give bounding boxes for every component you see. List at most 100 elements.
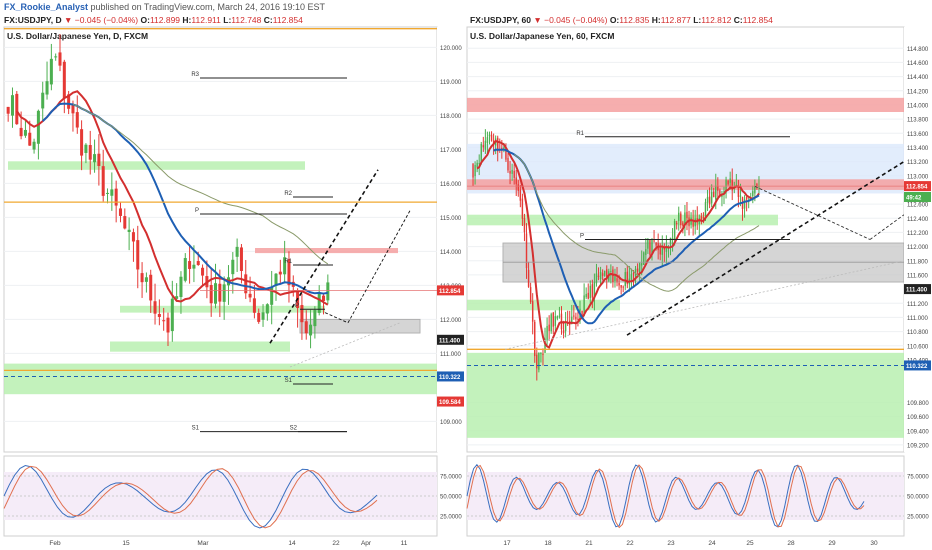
candle-body xyxy=(480,143,482,163)
candle-body xyxy=(326,282,330,301)
price-label: 111.400 xyxy=(906,288,928,294)
zone-red xyxy=(467,97,904,112)
author-link[interactable]: FX_Rookie_Analyst xyxy=(4,2,89,12)
candle-body xyxy=(80,129,84,156)
pivot-label: P xyxy=(295,303,299,309)
candle-body xyxy=(287,259,291,286)
y-tick-label: 109.600 xyxy=(907,415,929,421)
candle-body xyxy=(517,184,520,191)
candle-body xyxy=(93,154,97,163)
x-tick-label: 23 xyxy=(667,540,675,547)
candle-body xyxy=(616,278,618,282)
y-tick-label: 112.000 xyxy=(907,245,929,251)
candle-body xyxy=(218,283,222,302)
y-tick-label: 113.600 xyxy=(907,132,929,138)
candle-body xyxy=(536,354,538,369)
candle-body xyxy=(638,263,641,273)
candle-body xyxy=(511,169,513,174)
y-tick-label: 112.600 xyxy=(907,203,929,209)
candle-body xyxy=(587,292,589,299)
candle-body xyxy=(144,277,148,282)
x-tick-label: 14 xyxy=(288,540,296,547)
candle-body xyxy=(710,192,713,204)
candle-body xyxy=(643,252,645,265)
candle-body xyxy=(118,208,122,216)
y-tick-label: 113.400 xyxy=(907,146,929,152)
candle-body xyxy=(754,186,756,194)
candle-body xyxy=(484,140,487,150)
left-l-label: L: xyxy=(223,15,232,25)
candle-body xyxy=(32,141,36,150)
publish-header: FX_Rookie_Analyst published on TradingVi… xyxy=(4,2,325,12)
osc-tick-label: 50.0000 xyxy=(907,495,929,501)
candle-body xyxy=(756,184,758,187)
candle-body xyxy=(192,264,196,269)
candle-body xyxy=(540,353,542,355)
left-symbol-header: FX:USDJPY, D ▼ −0.045 (−0.04%) O:112.899… xyxy=(4,15,303,25)
x-tick-label: 28 xyxy=(787,540,795,547)
right-hourly-chart[interactable]: U.S. Dollar/Japanese Yen, 60, FXCM R1 P 114… xyxy=(466,26,931,547)
candle-body xyxy=(110,189,114,196)
left-change: ▼ −0.045 (−0.04%) xyxy=(64,15,139,25)
candle-body xyxy=(655,242,657,246)
zone-red xyxy=(467,179,904,190)
candle-body xyxy=(28,132,32,146)
left-symbol: FX:USDJPY, D xyxy=(4,15,62,25)
candle-body xyxy=(597,275,600,277)
candle-body xyxy=(478,162,480,164)
candle-body xyxy=(36,110,40,144)
candle-body xyxy=(624,272,626,287)
candle-body xyxy=(622,286,624,288)
pivot-label: S1 xyxy=(285,378,293,384)
candle-body xyxy=(482,145,485,148)
candle-body xyxy=(669,237,672,244)
candle-body xyxy=(636,268,639,272)
y-tick-label: 112.000 xyxy=(440,318,462,324)
left-daily-chart[interactable]: U.S. Dollar/Japanese Yen, D, FXCM R3 R2 P R1… xyxy=(3,26,464,547)
candle-body xyxy=(653,240,655,242)
candle-body xyxy=(663,248,666,250)
x-tick-label: 30 xyxy=(870,540,878,547)
candle-body xyxy=(486,137,489,143)
candle-body xyxy=(507,157,509,171)
candle-body xyxy=(645,249,647,255)
candle-body xyxy=(606,269,608,280)
candle-body xyxy=(488,134,491,137)
osc-tick-label: 75.0000 xyxy=(907,475,929,481)
x-tick-label: 17 xyxy=(503,540,511,547)
candle-body xyxy=(235,246,239,257)
candle-body xyxy=(573,315,575,317)
projection-line xyxy=(324,312,349,324)
moving-average-olive xyxy=(513,154,760,292)
y-tick-label: 109.000 xyxy=(440,420,462,426)
right-l: 112.812 xyxy=(701,15,732,25)
candle-body xyxy=(752,191,754,197)
price-label-bg xyxy=(904,360,931,371)
y-tick-label: 114.800 xyxy=(907,47,929,53)
y-tick-label: 113.800 xyxy=(907,118,929,124)
price-label-bg xyxy=(904,181,931,192)
candle-body xyxy=(758,186,760,188)
y-tick-label: 119.000 xyxy=(440,80,462,86)
moving-average-olive xyxy=(72,104,329,265)
stoch-d-line xyxy=(466,464,865,529)
y-tick-label: 117.000 xyxy=(440,148,462,154)
candle-body xyxy=(201,267,205,276)
candle-body xyxy=(601,273,604,276)
candle-body xyxy=(640,263,643,266)
candle-body xyxy=(162,320,166,322)
y-tick-label: 111.600 xyxy=(907,273,928,279)
zone-gray xyxy=(299,318,421,334)
x-tick-label: 21 xyxy=(585,540,593,547)
candle-body xyxy=(556,316,559,319)
moving-average-blue xyxy=(493,148,760,325)
candle-body xyxy=(23,129,27,136)
projection-line xyxy=(869,214,905,240)
y-tick-label: 114.000 xyxy=(907,103,929,109)
candle-body xyxy=(562,330,565,334)
candle-body xyxy=(474,165,476,177)
y-tick-label: 109.200 xyxy=(907,443,929,449)
candle-body xyxy=(75,112,79,128)
candle-body xyxy=(717,186,719,191)
